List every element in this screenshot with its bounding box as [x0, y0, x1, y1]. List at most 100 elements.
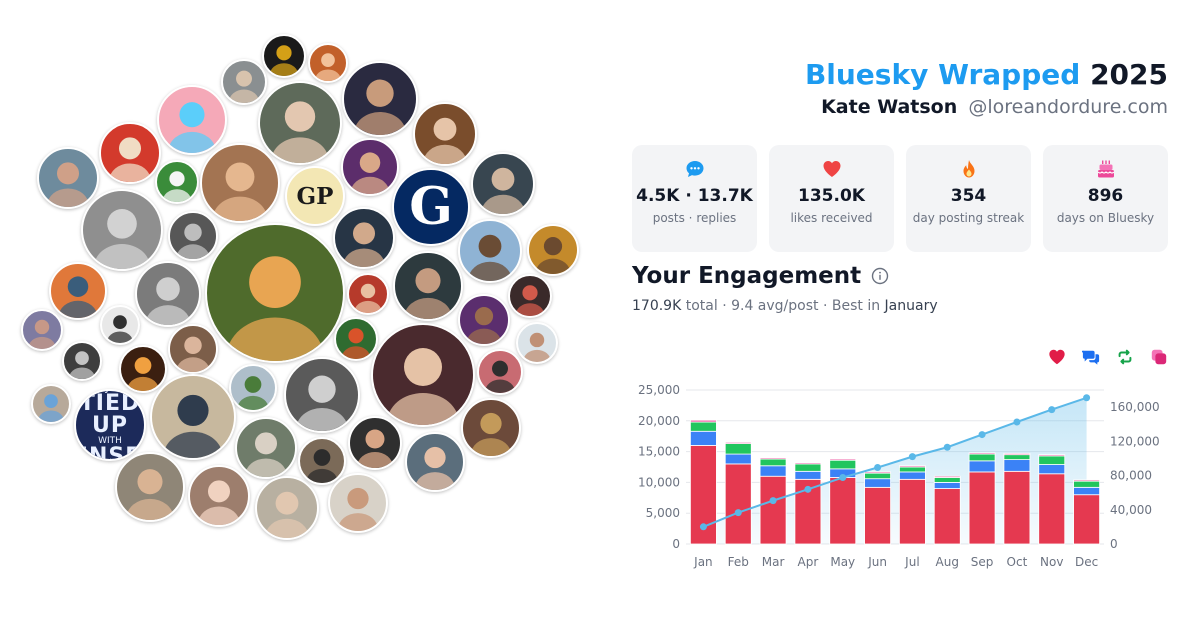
x-tick-label: Sep: [971, 555, 994, 569]
stat-label: likes received: [790, 211, 873, 225]
bar-segment: [794, 463, 822, 472]
person-silhouette-icon: [341, 328, 371, 359]
x-tick-label: Mar: [762, 555, 785, 569]
person-silhouette-icon: [423, 117, 467, 164]
avatar-woman-dark-bob: [168, 324, 218, 374]
stats-row: 4.5K · 13.7K posts · replies 135.0K like…: [632, 145, 1168, 252]
person-silhouette-icon: [265, 491, 309, 538]
bar-segment: [899, 478, 926, 545]
avatar-man-glasses-dark: [393, 251, 463, 321]
avatar-candle-fire: [119, 345, 167, 393]
bar-segment: [829, 477, 857, 545]
person-silhouette-icon: [228, 70, 260, 103]
quote-icon[interactable]: [1150, 348, 1168, 366]
y-tick-label: 5,000: [646, 506, 680, 520]
bar-segment: [724, 441, 752, 444]
y2-tick-label: 160,000: [1110, 400, 1160, 414]
heart-icon[interactable]: [1048, 348, 1066, 366]
avatar-monogram: GP: [296, 182, 334, 210]
cumulative-point: [874, 464, 882, 472]
cake-icon: [1097, 160, 1114, 178]
flame-icon: [963, 160, 974, 178]
avatar-woman-dark-hair: [258, 81, 342, 165]
avatar-person-headphones: [458, 294, 510, 346]
avatar-trans-flag-shark: [157, 85, 227, 155]
x-tick-label: Feb: [728, 555, 749, 569]
y-tick-label: 10,000: [638, 475, 680, 489]
avatar-man-bald-beard: [342, 61, 418, 137]
stat-value: 4.5K · 13.7K: [636, 186, 753, 206]
repost-icon[interactable]: [1116, 348, 1134, 366]
engagement-best-label: Best in: [831, 298, 881, 314]
person-silhouette-icon: [337, 487, 379, 531]
bar-segment: [794, 470, 822, 480]
person-silhouette-icon: [93, 208, 151, 269]
person-silhouette-icon: [145, 277, 191, 325]
avatar-bird-hand: [205, 223, 345, 363]
y2-tick-label: 120,000: [1110, 434, 1160, 448]
bar-segment: [1073, 480, 1100, 488]
bar-segment: [1003, 459, 1031, 472]
person-silhouette-icon: [176, 336, 210, 372]
bar-segment: [1073, 486, 1100, 496]
bar-segment: [690, 419, 717, 423]
avatar-man-white-shirt: [328, 473, 388, 533]
person-silhouette-icon: [414, 446, 456, 490]
person-silhouette-icon: [162, 171, 192, 202]
person-silhouette-icon: [350, 152, 390, 194]
avatar-dancer-sky: [458, 219, 522, 283]
person-silhouette-icon: [107, 315, 133, 343]
cumulative-point: [839, 474, 847, 482]
stat-value: 135.0K: [798, 186, 865, 206]
cumulative-point: [1048, 406, 1056, 414]
avatar-gp-badge: GP: [285, 166, 345, 226]
bar-segment: [968, 453, 996, 462]
avatar-man-cap-bw: [168, 211, 218, 261]
bar-segment: [864, 478, 891, 488]
person-silhouette-icon: [176, 223, 210, 259]
x-tick-label: Dec: [1075, 555, 1098, 569]
stat-value: 896: [1087, 186, 1124, 206]
chart-legend: [1048, 348, 1168, 368]
info-icon[interactable]: [871, 267, 889, 285]
y2-tick-label: 40,000: [1110, 503, 1152, 517]
bar-segment: [1038, 473, 1066, 545]
bar-segment: [864, 486, 891, 545]
engagement-heading: Your Engagement: [632, 263, 889, 289]
avatar-woman-landscape: [37, 147, 99, 209]
bar-segment: [759, 465, 787, 477]
cumulative-point: [699, 523, 707, 531]
y2-tick-label: 0: [1110, 537, 1118, 551]
person-silhouette-icon: [466, 307, 502, 344]
engagement-total: 170.9K: [632, 298, 682, 314]
avatar-woman-orange-coat: [49, 262, 107, 320]
person-silhouette-icon: [484, 360, 516, 393]
bar-segment: [1038, 454, 1066, 457]
person-silhouette-icon: [168, 102, 216, 153]
avatar-christmas-family: [371, 323, 475, 427]
user-handle: @loreandordure.com: [968, 96, 1168, 118]
person-silhouette-icon: [523, 332, 551, 362]
person-silhouette-icon: [354, 283, 382, 313]
bar-segment: [724, 443, 752, 455]
title-brand: Bluesky Wrapped: [804, 58, 1081, 91]
cumulative-point: [734, 509, 742, 517]
person-silhouette-icon: [28, 319, 56, 349]
book-cover-text: AN JONETIED UPWITHTINSEL: [76, 391, 144, 461]
cumulative-point: [1013, 418, 1021, 426]
bar-segment: [759, 457, 787, 460]
avatar-man-black-suit: [298, 437, 346, 485]
reply-bubbles-icon[interactable]: [1082, 348, 1100, 366]
avatar-man-glasses-grin: [115, 452, 185, 522]
person-silhouette-icon: [269, 45, 299, 76]
engagement-title: Your Engagement: [632, 263, 862, 289]
bar-segment: [864, 471, 891, 474]
engagement-best-month: January: [884, 298, 938, 314]
avatar-man-beard-portrait: [471, 152, 535, 216]
avatar-folk-art-green-man: [334, 317, 378, 361]
bar-segment: [968, 452, 996, 455]
person-silhouette-icon: [212, 162, 268, 221]
cumulative-point: [804, 485, 812, 493]
heart-icon: [823, 161, 840, 177]
stat-label: days on Bluesky: [1056, 211, 1155, 225]
